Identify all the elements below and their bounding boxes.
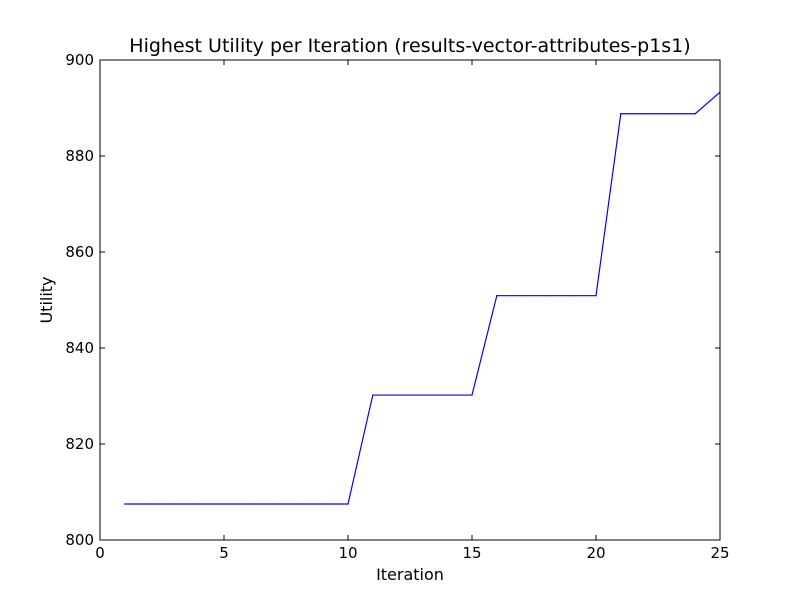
chart-title: Highest Utility per Iteration (results-v… [129, 35, 690, 57]
x-tick-label: 20 [586, 544, 605, 562]
data-point [273, 503, 275, 505]
data-point [198, 503, 200, 505]
data-point [471, 394, 473, 396]
series-layer [124, 91, 721, 505]
x-tick-label: 25 [710, 544, 729, 562]
y-axis-label: Utility [37, 276, 56, 323]
data-point [620, 113, 622, 115]
x-axis: 0 5 10 15 20 25 [95, 60, 730, 562]
y-tick-label: 820 [65, 435, 94, 453]
data-point [694, 113, 696, 115]
data-point [595, 295, 597, 297]
data-point [173, 503, 175, 505]
data-point [645, 113, 647, 115]
plot-area [100, 60, 720, 540]
x-tick-label: 10 [338, 544, 357, 562]
data-point [446, 394, 448, 396]
y-axis: 800 820 840 860 880 900 [65, 51, 720, 549]
x-tick-label: 5 [219, 544, 229, 562]
data-point [124, 503, 126, 505]
data-point [347, 503, 349, 505]
data-point [248, 503, 250, 505]
data-point [669, 113, 672, 115]
data-point [397, 394, 399, 396]
data-point [496, 295, 498, 297]
data-point [322, 503, 324, 505]
data-point [545, 295, 548, 297]
x-axis-label: Iteration [376, 565, 444, 584]
data-point [149, 503, 151, 505]
y-tick-label: 800 [65, 531, 94, 549]
x-tick-label: 15 [462, 544, 481, 562]
data-point [421, 394, 423, 396]
x-tick-label: 0 [95, 544, 105, 562]
data-point [297, 503, 299, 505]
plot-frame [99, 59, 721, 541]
y-tick-label: 880 [65, 147, 94, 165]
data-point [372, 394, 374, 396]
data-point [570, 295, 572, 297]
data-point [521, 295, 523, 297]
y-tick-label: 840 [65, 339, 94, 357]
y-tick-label: 860 [65, 243, 94, 261]
y-tick-label: 900 [65, 51, 94, 69]
data-point [223, 503, 225, 505]
